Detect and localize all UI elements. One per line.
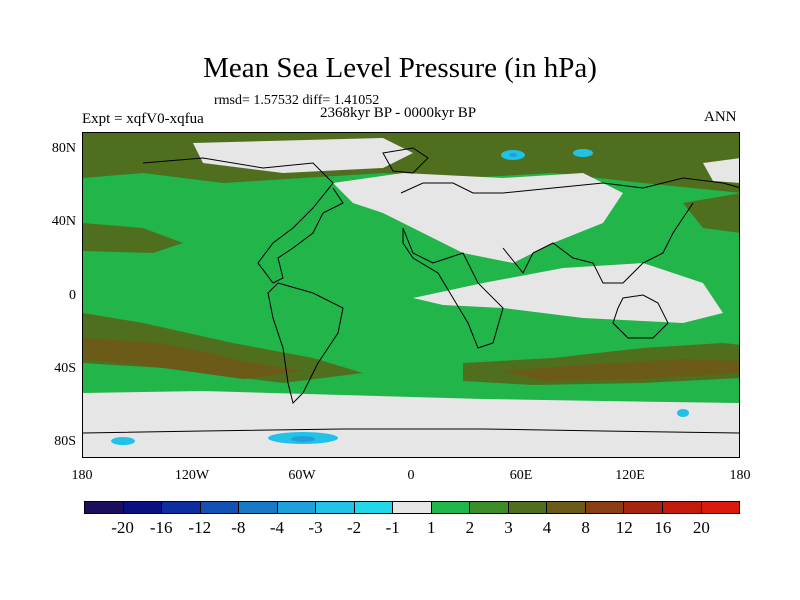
colorbar-segment bbox=[470, 502, 509, 513]
colorbar-segment bbox=[200, 502, 240, 513]
colorbar-label: 1 bbox=[427, 518, 436, 537]
colorbar-segment bbox=[354, 502, 394, 513]
season-label: ANN bbox=[704, 109, 737, 125]
map-canvas bbox=[83, 133, 739, 457]
colorbar-label: -8 bbox=[231, 518, 246, 537]
lat-label-80n: 80N bbox=[51, 141, 76, 156]
colorbar-label: 2 bbox=[465, 518, 475, 537]
colorbar-segment bbox=[316, 502, 355, 513]
lon-label-0: 0 bbox=[407, 468, 415, 483]
lon-label-180e: 180 bbox=[729, 468, 751, 483]
colorbar bbox=[84, 501, 740, 514]
colorbar-label: -16 bbox=[149, 518, 173, 537]
colorbar-segment bbox=[431, 502, 471, 513]
high-pressure-cores bbox=[83, 338, 739, 381]
colorbar-segment bbox=[624, 502, 663, 513]
map-title: Mean Sea Level Pressure (in hPa) bbox=[203, 52, 597, 84]
lat-label-eq: 0 bbox=[69, 288, 76, 303]
colorbar-segment bbox=[123, 502, 163, 513]
pressure-map bbox=[82, 132, 740, 458]
colorbar-segment bbox=[162, 502, 201, 513]
colorbar-segment bbox=[393, 502, 432, 513]
colorbar-label: 8 bbox=[581, 518, 590, 537]
low-pressure-spots bbox=[111, 149, 689, 445]
colorbar-segment bbox=[585, 502, 625, 513]
lon-label-60e: 60E bbox=[509, 468, 533, 483]
experiment-label: Expt = xqfV0-xqfua bbox=[82, 111, 204, 127]
colorbar-segment bbox=[662, 502, 702, 513]
colorbar-label: 12 bbox=[615, 518, 633, 537]
lon-label-180w: 180 bbox=[71, 468, 93, 483]
stats-text: rmsd= 1.57532 diff= 1.41052 bbox=[214, 93, 380, 108]
colorbar-segment bbox=[701, 502, 740, 513]
lon-label-60w: 60W bbox=[288, 468, 316, 483]
colorbar-label: -20 bbox=[111, 518, 134, 537]
colorbar-segment bbox=[277, 502, 317, 513]
colorbar-label: 20 bbox=[692, 518, 710, 537]
lat-label-40s: 40S bbox=[54, 361, 76, 376]
lat-label-40n: 40N bbox=[51, 214, 76, 229]
colorbar-label: -12 bbox=[188, 518, 212, 537]
lon-label-120e: 120E bbox=[615, 468, 645, 483]
colorbar-label: -2 bbox=[347, 518, 362, 537]
colorbar-label: 16 bbox=[654, 518, 672, 537]
period-label: 2368kyr BP - 0000kyr BP bbox=[320, 105, 477, 121]
coastlines bbox=[83, 147, 739, 434]
colorbar-label: 3 bbox=[504, 518, 513, 537]
colorbar-label: -3 bbox=[308, 518, 323, 537]
colorbar-segment bbox=[85, 502, 124, 513]
colorbar-segment bbox=[547, 502, 586, 513]
colorbar-segment bbox=[508, 502, 548, 513]
lon-label-120w: 120W bbox=[174, 468, 210, 483]
colorbar-label: -4 bbox=[269, 518, 285, 537]
low-pressure-cores bbox=[291, 153, 517, 442]
lat-label-80s: 80S bbox=[54, 434, 76, 449]
neutral-fields bbox=[83, 138, 739, 457]
colorbar-label: 4 bbox=[542, 518, 552, 537]
colorbar-label: -1 bbox=[385, 518, 400, 537]
colorbar-segment bbox=[239, 502, 278, 513]
